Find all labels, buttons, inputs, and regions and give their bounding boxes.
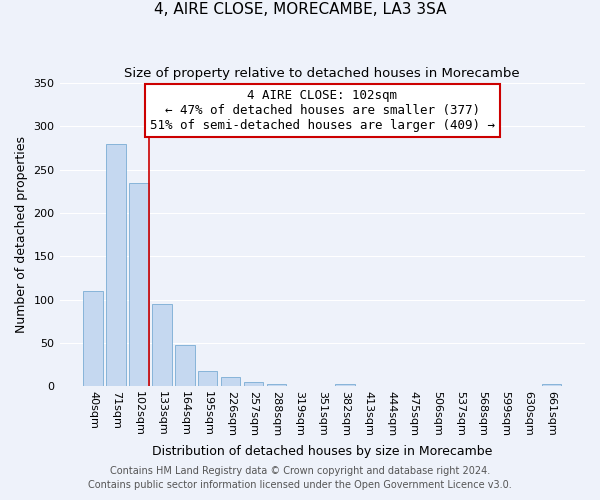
Text: 4 AIRE CLOSE: 102sqm
← 47% of detached houses are smaller (377)
51% of semi-deta: 4 AIRE CLOSE: 102sqm ← 47% of detached h… [150, 89, 495, 132]
Bar [198, 370, 217, 386]
Y-axis label: Number of detached properties: Number of detached properties [15, 136, 28, 333]
Bar [244, 382, 263, 386]
Text: Contains HM Land Registry data © Crown copyright and database right 2024.
Contai: Contains HM Land Registry data © Crown c… [88, 466, 512, 490]
Bar [129, 182, 149, 386]
X-axis label: Distribution of detached houses by size in Morecambe: Distribution of detached houses by size … [152, 444, 493, 458]
Title: Size of property relative to detached houses in Morecambe: Size of property relative to detached ho… [124, 68, 520, 80]
Bar [175, 344, 194, 386]
Bar [542, 384, 561, 386]
Bar [267, 384, 286, 386]
Bar [335, 384, 355, 386]
Bar [152, 304, 172, 386]
Text: 4, AIRE CLOSE, MORECAMBE, LA3 3SA: 4, AIRE CLOSE, MORECAMBE, LA3 3SA [154, 2, 446, 18]
Bar [83, 291, 103, 386]
Bar [221, 376, 241, 386]
Bar [106, 144, 126, 386]
